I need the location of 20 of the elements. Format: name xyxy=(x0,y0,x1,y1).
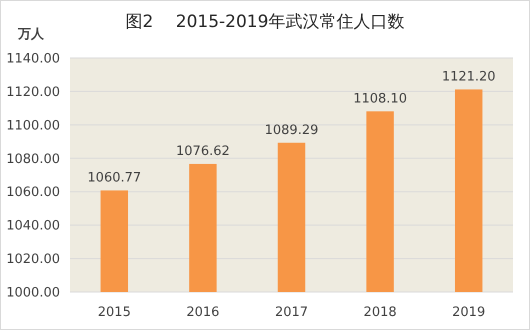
y-tick-label: 1140.00 xyxy=(6,52,60,66)
y-tick-label: 1000.00 xyxy=(6,286,60,300)
x-tick-label: 2016 xyxy=(186,305,220,320)
data-label: 1121.20 xyxy=(442,69,496,84)
data-label: 1060.77 xyxy=(87,170,142,186)
y-tick-label: 1040.00 xyxy=(6,218,60,234)
x-tick-label: 2019 xyxy=(452,305,486,320)
y-tick-label: 1060.00 xyxy=(6,185,60,200)
data-label: 1076.62 xyxy=(176,144,230,159)
y-tick-label: 1100.00 xyxy=(6,118,60,134)
y-axis-title: 万人 xyxy=(17,27,45,42)
y-tick-label: 1120.00 xyxy=(6,84,60,100)
x-tick-label: 2018 xyxy=(364,305,397,320)
x-tick-label: 2017 xyxy=(274,305,308,320)
x-tick-label: 2015 xyxy=(98,305,131,320)
chart-title: 图2 2015-2019年武汉常住人口数 xyxy=(126,12,404,32)
y-tick-label: 1080.00 xyxy=(6,152,60,167)
data-label: 1108.10 xyxy=(353,91,407,106)
y-tick-label: 1020.00 xyxy=(6,252,60,268)
data-label: 1089.29 xyxy=(264,122,318,138)
